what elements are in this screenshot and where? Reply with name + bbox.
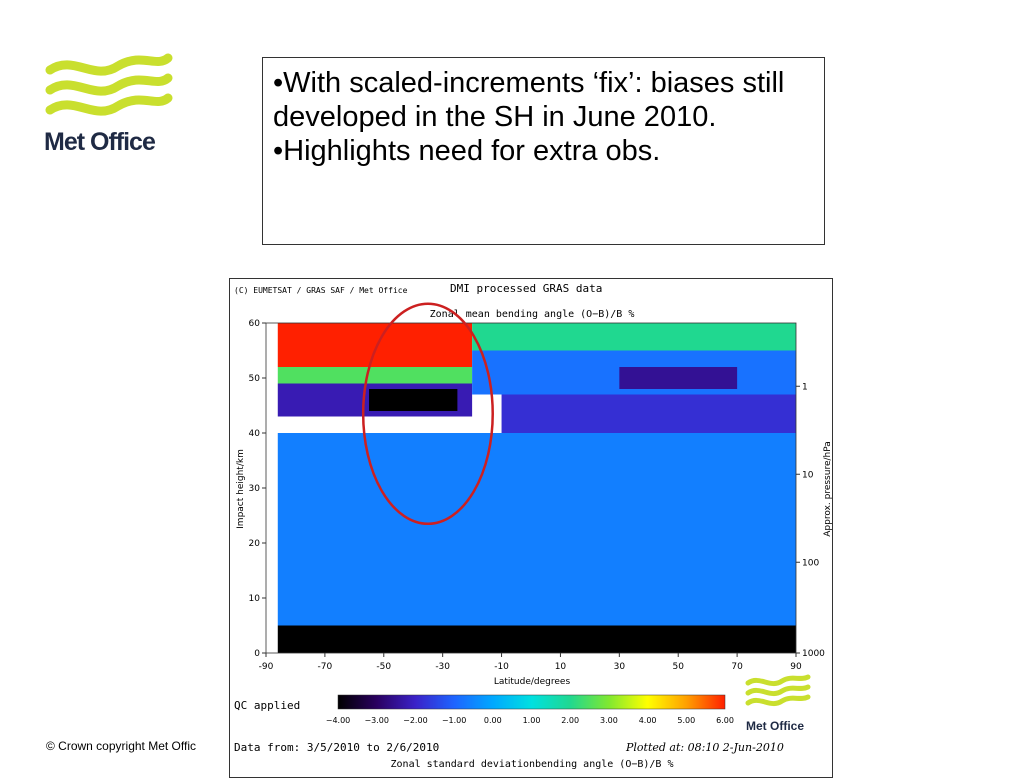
- figure-logo-text: Met Office: [746, 719, 804, 733]
- bottom-title: Zonal standard deviationbending angle (O…: [391, 759, 674, 770]
- x-tick-label: 90: [790, 662, 802, 672]
- x-tick-label: -30: [435, 662, 450, 672]
- x-axis-label: Latitude/degrees: [494, 677, 571, 687]
- copyright-footer: © Crown copyright Met Offic: [46, 739, 196, 753]
- heatmap-cell: [369, 389, 458, 411]
- y-axis-label: Impact height/km: [236, 449, 246, 529]
- x-tick-label: -90: [259, 662, 274, 672]
- colorbar-tick-label: 4.00: [639, 716, 657, 725]
- colorbar-ticks: −4.00 −3.00 −2.00 −1.00 0.00 1.00 2.00 3.00 4.00…: [326, 716, 734, 725]
- qc-label: QC applied: [234, 699, 300, 712]
- colorbar: [337, 694, 726, 710]
- y2-tick-label: 1: [802, 382, 808, 392]
- y-tick-label: 40: [249, 429, 261, 439]
- colorbar-tick-label: 0.00: [484, 716, 502, 725]
- x-tick-label: 50: [672, 662, 684, 672]
- figure-logo: Met Office: [745, 674, 811, 733]
- colorbar-tick-label: −1.00: [442, 716, 467, 725]
- heatmap-cell: [277, 367, 473, 384]
- colorbar-tick-label: 6.00: [716, 716, 734, 725]
- heatmap-cell: [501, 394, 796, 433]
- figure-credit: (C) EUMETSAT / GRAS SAF / Met Office: [234, 286, 408, 295]
- y-tick-label: 50: [249, 374, 261, 384]
- heatmap-cell: [277, 625, 796, 653]
- heatmap-cell: [277, 323, 473, 367]
- figure-title: DMI processed GRAS data: [450, 282, 602, 295]
- highlight-ellipse: [361, 302, 494, 525]
- colorbar-tick-label: 1.00: [523, 716, 541, 725]
- bullet-point: •With scaled-increments ‘fix’: biases st…: [273, 67, 785, 133]
- chart-title: Zonal mean bending angle (O−B)/B %: [430, 309, 635, 320]
- heatmap-cell: [472, 323, 796, 351]
- colorbar-tick-label: −2.00: [403, 716, 428, 725]
- notes-textbox: •With scaled-increments ‘fix’: biases st…: [262, 57, 825, 245]
- x-tick-label: -10: [494, 662, 509, 672]
- met-office-wave-icon: [745, 674, 811, 707]
- zonal-mean-heatmap: (C) EUMETSAT / GRAS SAF / Met Office DMI…: [234, 282, 833, 770]
- y-tick-label: 60: [249, 319, 261, 329]
- colorbar-tick-label: −3.00: [364, 716, 389, 725]
- bullet-point: •Highlights need for extra obs.: [273, 135, 661, 167]
- data-range: Data from: 3/5/2010 to 2/6/2010: [234, 741, 439, 754]
- heatmap-cells: [266, 323, 796, 653]
- x-tick-label: -70: [318, 662, 333, 672]
- plotted-at: Plotted at: 08:10 2-Jun-2010: [625, 741, 784, 754]
- colorbar-tick-label: 5.00: [677, 716, 695, 725]
- x-tick-label: 30: [614, 662, 626, 672]
- y-tick-label: 30: [249, 484, 261, 494]
- y2-tick-label: 100: [802, 558, 819, 568]
- y-tick-label: 20: [249, 539, 261, 549]
- y2-axis-label: Approx. pressure/hPa: [823, 441, 833, 537]
- heatmap-cell: [619, 367, 738, 389]
- colorbar-tick-label: 3.00: [600, 716, 618, 725]
- x-tick-label: -50: [376, 662, 391, 672]
- gras-figure: (C) EUMETSAT / GRAS SAF / Met Office DMI…: [229, 278, 833, 778]
- heatmap-cell: [277, 433, 796, 626]
- met-office-wave-icon: [45, 53, 173, 116]
- colorbar-tick-label: −4.00: [326, 716, 351, 725]
- colorbar-tick-label: 2.00: [561, 716, 579, 725]
- x-tick-label: 70: [731, 662, 743, 672]
- y-tick-label: 0: [254, 649, 260, 659]
- x-tick-label: 10: [555, 662, 567, 672]
- y2-tick-label: 10: [802, 470, 814, 480]
- met-office-wordmark: Met Office: [44, 128, 156, 156]
- y-tick-label: 10: [249, 594, 261, 604]
- axis-ticks: -90 -70 -50 -30 -10 10 30 50 70 90 0 10 20 30 40 50 60 1 1…: [249, 319, 826, 672]
- met-office-logo: Met Office: [44, 48, 174, 163]
- y2-tick-label: 1000: [802, 649, 825, 659]
